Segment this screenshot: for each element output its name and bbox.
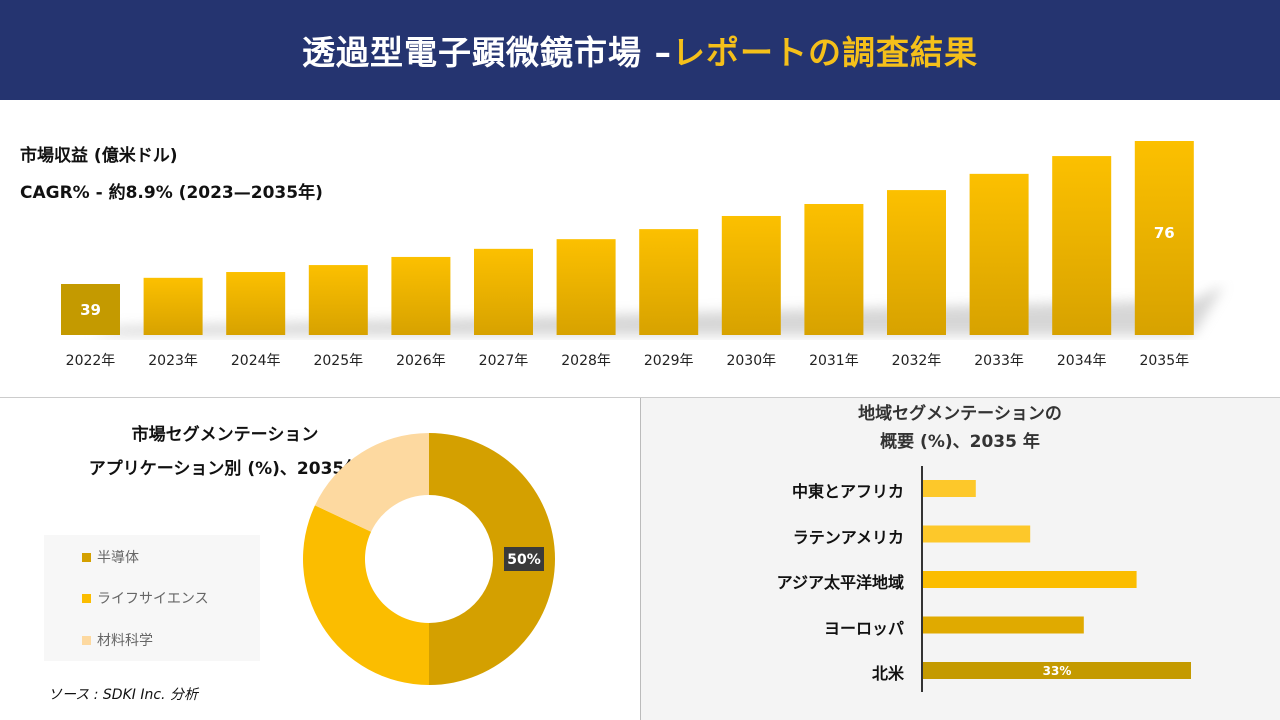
segment-title-line1: 市場セグメンテーション [131, 425, 319, 445]
segment-title-line2: アプリケーション別 (%)、2035年 [88, 459, 362, 479]
x-tick-label: 2023年 [148, 353, 198, 369]
region-title: 地域セグメンテーションの 概要 (%)、2035 年 [760, 400, 1160, 456]
region-label: ヨーロッパ [823, 618, 904, 638]
region-title-line1: 地域セグメンテーションの [858, 404, 1062, 424]
region-bar-4 [923, 662, 1191, 679]
legend-label: 半導体 [97, 550, 139, 566]
region-label: アジア太平洋地域 [776, 573, 904, 592]
revenue-label: 市場収益 (億米ドル) [20, 146, 178, 166]
x-tick-label: 2030年 [726, 353, 776, 369]
x-tick-label: 2031年 [809, 353, 859, 369]
donut-slice-1 [302, 505, 429, 685]
donut-slice-0 [429, 433, 555, 685]
divider-vertical [640, 398, 641, 720]
donut-slice-2 [314, 433, 429, 532]
revenue-bar-2024 [226, 272, 286, 335]
revenue-bar-2030 [721, 215, 781, 335]
legend-swatch [82, 552, 91, 562]
legend-swatch [82, 593, 91, 603]
donut-label-box [504, 547, 544, 571]
region-label: 北米 [871, 664, 904, 683]
header-banner: 透過型電子顕微鏡 市場 – レポートの調査結果 [0, 0, 1280, 100]
revenue-bar-2023 [143, 277, 203, 335]
x-tick-label: 2025年 [313, 353, 363, 369]
x-tick-label: 2033年 [974, 353, 1024, 369]
title-part-2: 市場 – [574, 33, 672, 72]
bar-data-label: 76 [1154, 224, 1175, 242]
x-tick-label: 2024年 [231, 353, 281, 369]
region-bar-chart: 33% [921, 466, 1191, 692]
legend-item-semiconductor: 半導体 [82, 547, 139, 567]
x-tick-label: 2035年 [1139, 353, 1189, 369]
revenue-bar-2028 [556, 239, 616, 335]
revenue-bar-2034 [1052, 156, 1112, 335]
legend-label: ライフサイエンス [97, 591, 209, 607]
x-tick-label: 2022年 [66, 353, 116, 369]
region-title-line2: 概要 (%)、2035 年 [880, 432, 1040, 452]
title-part-3: レポートの調査結果 [672, 33, 978, 72]
revenue-bar-2027 [474, 248, 533, 335]
revenue-bar-2022 [61, 284, 120, 335]
application-donut-chart: 50% [302, 433, 555, 685]
legend-item-material-science: 材料科学 [82, 630, 153, 650]
region-bar-0 [923, 480, 976, 497]
region-bar-3 [923, 616, 1084, 634]
cagr-label: CAGR% - 約8.9% (2023—2035年) [20, 183, 323, 203]
region-bar-2 [923, 571, 1137, 588]
bar-data-label: 39 [80, 301, 101, 319]
source-note: ソース : SDKI Inc. 分析 [48, 687, 198, 703]
x-tick-label: 2034年 [1057, 353, 1107, 369]
x-tick-label: 2032年 [892, 353, 942, 369]
x-tick-label: 2026年 [396, 353, 446, 369]
title-part-1: 透過型電子顕微鏡 [302, 33, 574, 72]
revenue-bar-2029 [639, 229, 699, 335]
donut-data-label: 50% [507, 552, 541, 568]
revenue-bar-2031 [804, 203, 864, 335]
legend-item-life-science: ライフサイエンス [82, 588, 209, 608]
revenue-bar-2033 [969, 173, 1029, 335]
x-tick-label: 2029年 [644, 353, 694, 369]
legend-label: 材料科学 [97, 633, 153, 649]
divider-horizontal [0, 397, 1280, 398]
x-tick-label: 2027年 [479, 353, 529, 369]
revenue-bar-2025 [308, 265, 368, 335]
revenue-bar-2032 [887, 190, 946, 335]
revenue-bar-2026 [391, 256, 451, 335]
region-label: 中東とアフリカ [791, 482, 904, 501]
revenue-bar-svg: 2022年 39 2023年 2024年 2025年 2026年 2027年 2028年 202… [61, 141, 1224, 369]
region-data-label: 33% [1043, 664, 1072, 678]
segment-title: 市場セグメンテーション アプリケーション別 (%)、2035年 [40, 418, 410, 486]
revenue-bar-2035 [1134, 141, 1194, 335]
region-label: ラテンアメリカ [792, 527, 904, 547]
region-bar-1 [923, 525, 1031, 543]
x-tick-label: 2028年 [561, 353, 611, 369]
legend-swatch [82, 635, 91, 645]
donut-legend: 半導体 ライフサイエンス 材料科学 [44, 535, 260, 661]
